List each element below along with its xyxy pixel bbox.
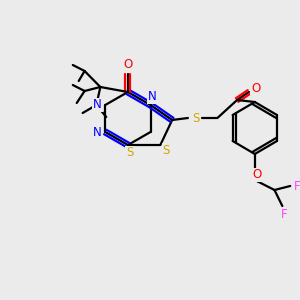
Text: S: S [163,143,170,157]
Text: N: N [93,98,102,112]
Text: F: F [281,208,288,221]
Text: O: O [123,58,133,71]
Text: S: S [192,112,200,124]
Text: O: O [252,169,261,182]
Text: N: N [93,125,102,139]
Text: F: F [294,179,300,193]
Text: S: S [126,146,134,160]
Text: O: O [251,82,260,94]
Text: N: N [148,91,157,103]
